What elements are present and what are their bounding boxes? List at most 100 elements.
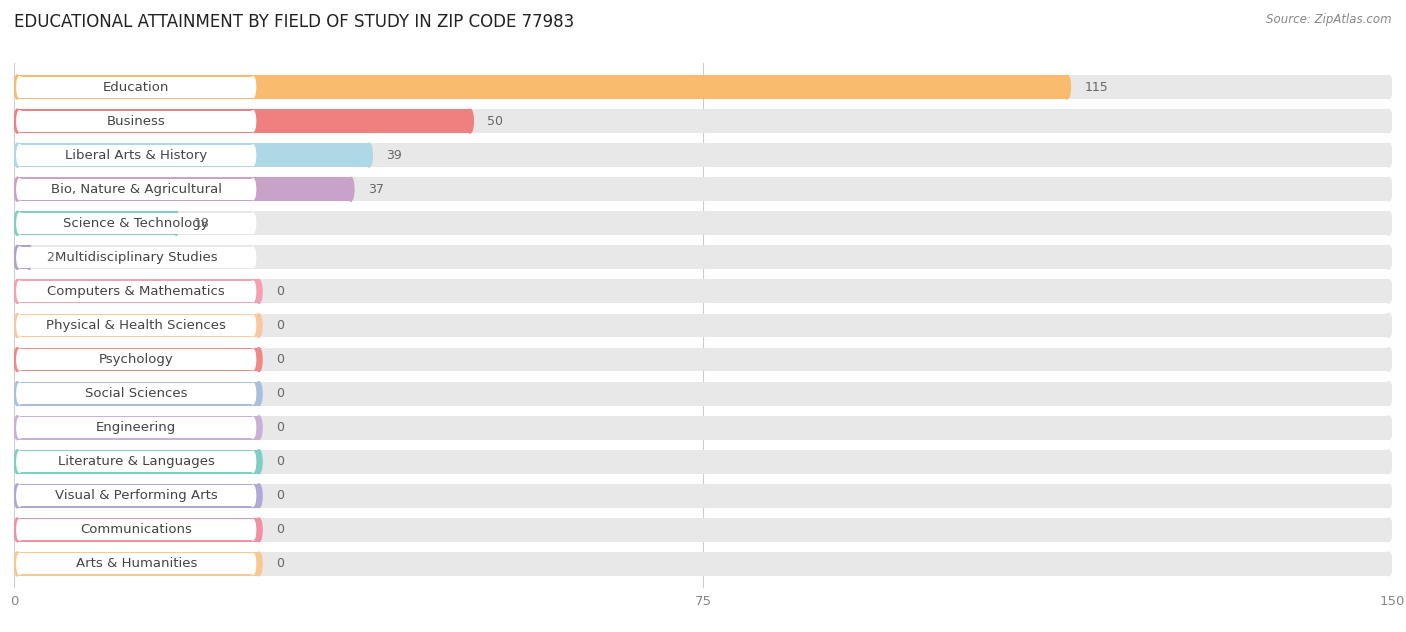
FancyBboxPatch shape (17, 416, 1389, 440)
Circle shape (467, 109, 474, 133)
Circle shape (250, 520, 256, 540)
Text: Computers & Mathematics: Computers & Mathematics (48, 285, 225, 298)
Circle shape (250, 281, 256, 302)
FancyBboxPatch shape (17, 211, 176, 235)
Circle shape (250, 451, 256, 472)
Circle shape (250, 315, 256, 336)
Circle shape (14, 552, 21, 576)
Circle shape (1385, 552, 1392, 576)
FancyBboxPatch shape (17, 416, 259, 440)
Circle shape (250, 179, 256, 200)
Circle shape (1385, 178, 1392, 201)
Circle shape (256, 348, 262, 372)
Circle shape (14, 382, 21, 406)
Circle shape (14, 279, 21, 303)
Circle shape (256, 450, 262, 473)
Circle shape (1385, 416, 1392, 440)
Text: Visual & Performing Arts: Visual & Performing Arts (55, 489, 218, 502)
Circle shape (14, 416, 21, 440)
Circle shape (14, 552, 21, 576)
Circle shape (14, 348, 21, 372)
Circle shape (366, 143, 373, 167)
Circle shape (250, 554, 256, 574)
Circle shape (14, 382, 21, 406)
Circle shape (17, 247, 22, 268)
Circle shape (1385, 450, 1392, 473)
Circle shape (250, 485, 256, 506)
Circle shape (256, 382, 262, 406)
Circle shape (14, 348, 21, 372)
Circle shape (1385, 109, 1392, 133)
Circle shape (17, 485, 22, 506)
Circle shape (17, 213, 22, 234)
Text: 2: 2 (46, 251, 53, 264)
Circle shape (250, 145, 256, 166)
Circle shape (347, 178, 354, 201)
FancyBboxPatch shape (17, 552, 259, 576)
Text: 0: 0 (276, 285, 284, 298)
Text: 0: 0 (276, 489, 284, 502)
Circle shape (14, 484, 21, 507)
Circle shape (14, 313, 21, 337)
Text: Psychology: Psychology (98, 353, 173, 366)
Circle shape (1385, 245, 1392, 269)
FancyBboxPatch shape (17, 518, 1389, 542)
Text: Bio, Nature & Agricultural: Bio, Nature & Agricultural (51, 183, 222, 196)
Circle shape (17, 76, 22, 97)
Text: Source: ZipAtlas.com: Source: ZipAtlas.com (1267, 13, 1392, 26)
Circle shape (14, 143, 21, 167)
Text: Education: Education (103, 80, 169, 94)
Text: 0: 0 (276, 523, 284, 537)
FancyBboxPatch shape (17, 348, 1389, 372)
FancyBboxPatch shape (17, 75, 1067, 99)
FancyBboxPatch shape (17, 109, 1389, 133)
FancyBboxPatch shape (20, 315, 253, 336)
Circle shape (1385, 75, 1392, 99)
Circle shape (17, 145, 22, 166)
Circle shape (17, 383, 22, 404)
Text: 18: 18 (193, 217, 209, 230)
FancyBboxPatch shape (17, 143, 370, 167)
FancyBboxPatch shape (17, 313, 1389, 337)
Circle shape (14, 416, 21, 440)
FancyBboxPatch shape (17, 348, 259, 372)
Circle shape (17, 417, 22, 438)
Text: 50: 50 (486, 114, 503, 128)
FancyBboxPatch shape (20, 247, 253, 268)
FancyBboxPatch shape (20, 554, 253, 574)
Circle shape (1385, 279, 1392, 303)
FancyBboxPatch shape (17, 313, 259, 337)
FancyBboxPatch shape (20, 179, 253, 200)
Text: 0: 0 (276, 387, 284, 400)
FancyBboxPatch shape (20, 281, 253, 302)
Circle shape (14, 109, 21, 133)
FancyBboxPatch shape (17, 450, 1389, 473)
Circle shape (14, 450, 21, 473)
Circle shape (17, 349, 22, 370)
Text: Communications: Communications (80, 523, 193, 537)
Circle shape (256, 552, 262, 576)
Text: 39: 39 (387, 149, 402, 162)
Circle shape (250, 111, 256, 131)
FancyBboxPatch shape (20, 520, 253, 540)
Text: 0: 0 (276, 455, 284, 468)
Circle shape (14, 484, 21, 507)
Text: Social Sciences: Social Sciences (84, 387, 187, 400)
FancyBboxPatch shape (17, 245, 1389, 269)
Circle shape (17, 451, 22, 472)
Circle shape (17, 520, 22, 540)
Text: 0: 0 (276, 319, 284, 332)
Circle shape (173, 211, 180, 235)
FancyBboxPatch shape (17, 211, 1389, 235)
FancyBboxPatch shape (17, 484, 1389, 507)
FancyBboxPatch shape (17, 178, 350, 201)
FancyBboxPatch shape (20, 111, 253, 131)
FancyBboxPatch shape (17, 382, 259, 406)
FancyBboxPatch shape (20, 145, 253, 166)
FancyBboxPatch shape (17, 178, 1389, 201)
Circle shape (17, 315, 22, 336)
Text: Engineering: Engineering (96, 421, 176, 434)
Circle shape (1385, 211, 1392, 235)
Text: 0: 0 (276, 557, 284, 571)
Circle shape (14, 450, 21, 473)
